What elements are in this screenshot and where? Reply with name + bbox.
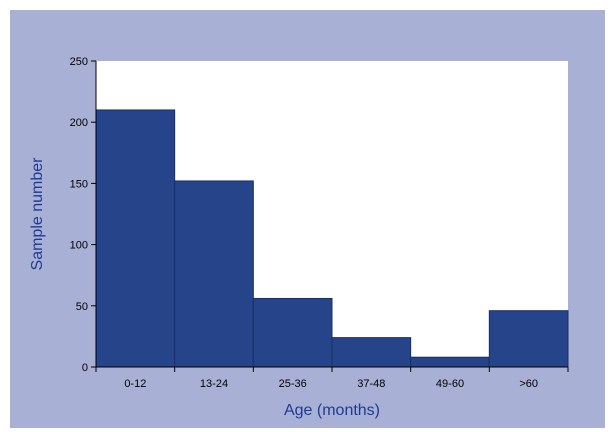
y-tick-label: 150	[70, 178, 88, 190]
y-tick-label: 100	[70, 240, 88, 252]
bar-13-24	[174, 180, 254, 368]
y-axis-title: Sample number	[29, 157, 46, 271]
y-tick-label: 50	[76, 301, 88, 313]
x-axis-title: Age (months)	[284, 402, 380, 419]
y-tick-label: 0	[82, 362, 88, 374]
x-tick-label: >60	[519, 378, 538, 390]
chart-frame: 0 50 100 150 200 250 0-12 13-24 25-36 37-48 49-60…	[10, 10, 605, 428]
y-tick-label: 250	[70, 56, 88, 68]
bar->60	[488, 310, 569, 368]
y-ticks-layer: 0 50 100 150 200 250	[70, 56, 96, 374]
x-ticks-layer: 0-12 13-24 25-36 37-48 49-60 >60	[95, 367, 569, 390]
bar-0-12	[95, 109, 176, 368]
histogram-chart: 0 50 100 150 200 250 0-12 13-24 25-36 37-48 49-60…	[29, 56, 569, 419]
bar-49-60	[410, 356, 490, 368]
x-tick-label: 13-24	[200, 378, 228, 390]
y-tick-label: 200	[70, 117, 88, 129]
x-tick-label: 49-60	[436, 378, 464, 390]
bars-layer	[95, 109, 569, 368]
x-tick-label: 37-48	[357, 378, 385, 390]
bar-37-48	[331, 337, 412, 368]
bar-25-36	[252, 297, 333, 368]
x-tick-label: 0-12	[124, 378, 146, 390]
x-tick-label: 25-36	[279, 378, 307, 390]
